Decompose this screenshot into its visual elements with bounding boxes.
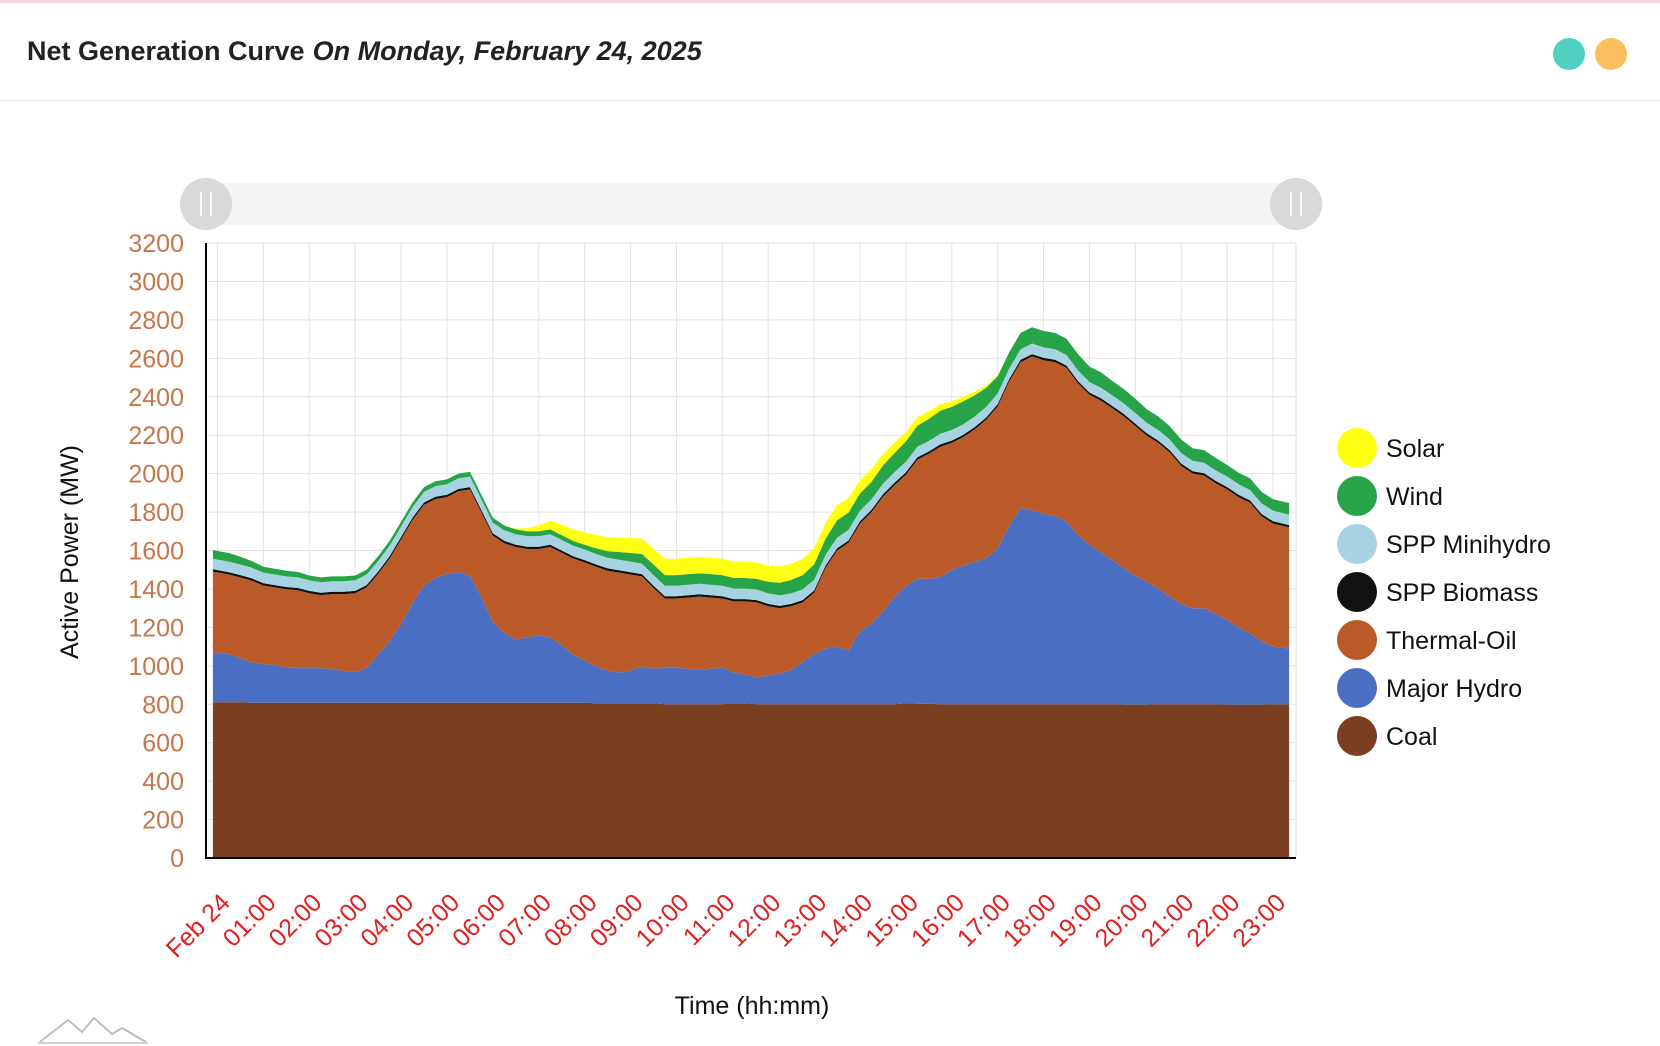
legend-item-solar[interactable]: Solar <box>1337 428 1444 468</box>
y-tick-label: 3000 <box>128 268 184 296</box>
area-coal <box>212 702 1290 858</box>
y-tick-label: 600 <box>142 730 184 758</box>
stacked-areas <box>212 327 1290 858</box>
legend-item-spp-minihydro[interactable]: SPP Minihydro <box>1337 524 1551 564</box>
x-axis-ticks: Feb 2401:0002:0003:0004:0005:0006:0007:0… <box>161 888 1291 963</box>
legend-label: SPP Minihydro <box>1386 531 1551 559</box>
y-tick-label: 200 <box>142 807 184 835</box>
x-tick-label: 13:00 <box>768 888 832 952</box>
legend-swatch <box>1337 716 1377 756</box>
y-tick-label: 2000 <box>128 461 184 489</box>
legend-swatch <box>1337 668 1377 708</box>
x-tick-label: 21:00 <box>1135 888 1199 952</box>
legend-label: Wind <box>1386 483 1443 511</box>
legend-swatch <box>1337 476 1377 516</box>
legend-swatch <box>1337 524 1377 564</box>
chart-legend: Solar Wind SPP Minihydro SPP Biomass Thermal… <box>1337 428 1551 756</box>
chart-title: Net Generation Curve On Monday, February … <box>27 36 702 67</box>
window-dot-orange[interactable] <box>1595 38 1627 70</box>
range-slider-track[interactable] <box>180 183 1323 225</box>
legend-swatch <box>1337 428 1377 468</box>
legend-item-wind[interactable]: Wind <box>1337 476 1443 516</box>
mountain-logo-icon <box>38 1016 148 1044</box>
window-dot-teal[interactable] <box>1553 38 1585 70</box>
y-tick-label: 1800 <box>128 499 184 527</box>
x-tick-label: 23:00 <box>1227 888 1291 952</box>
chart-axes <box>205 243 1296 859</box>
x-tick-label: 08:00 <box>539 888 603 952</box>
x-tick-label: 04:00 <box>355 888 419 952</box>
range-slider[interactable] <box>180 178 1323 230</box>
y-tick-label: 2800 <box>128 307 184 335</box>
x-tick-label: 19:00 <box>1044 888 1108 952</box>
legend-swatch <box>1337 572 1377 612</box>
legend-label: Solar <box>1386 435 1444 463</box>
y-tick-label: 2600 <box>128 345 184 373</box>
x-tick-label: 12:00 <box>722 888 786 952</box>
x-tick-label: 17:00 <box>952 888 1016 952</box>
y-tick-label: 1400 <box>128 576 184 604</box>
x-tick-label: 02:00 <box>263 888 327 952</box>
chart-header: Net Generation Curve On Monday, February … <box>0 3 1660 101</box>
title-main: Net Generation Curve <box>27 36 305 66</box>
x-tick-label: 05:00 <box>401 888 465 952</box>
y-tick-label: 2200 <box>128 422 184 450</box>
x-tick-label: 09:00 <box>585 888 649 952</box>
y-tick-label: 0 <box>170 845 184 873</box>
top-accent-bar <box>0 0 1660 3</box>
range-slider-left-handle[interactable] <box>180 178 232 230</box>
x-tick-label: 18:00 <box>998 888 1062 952</box>
x-tick-label: 14:00 <box>814 888 878 952</box>
legend-label: Thermal-Oil <box>1386 627 1517 655</box>
legend-label: SPP Biomass <box>1386 579 1538 607</box>
legend-label: Major Hydro <box>1386 675 1522 703</box>
range-slider-right-handle[interactable] <box>1270 178 1322 230</box>
x-tick-label: 03:00 <box>309 888 373 952</box>
x-tick-label: 10:00 <box>631 888 695 952</box>
y-tick-label: 1600 <box>128 538 184 566</box>
y-axis-ticks: 0 200 400 600 800 1000 1200 1400 1600 1800 2000 220… <box>128 230 184 873</box>
y-tick-label: 3200 <box>128 230 184 258</box>
y-tick-label: 2400 <box>128 384 184 412</box>
x-tick-label: 01:00 <box>218 888 282 952</box>
y-tick-label: 1200 <box>128 614 184 642</box>
y-tick-label: 1000 <box>128 653 184 681</box>
legend-item-coal[interactable]: Coal <box>1337 716 1437 756</box>
legend-item-spp-biomass[interactable]: SPP Biomass <box>1337 572 1538 612</box>
legend-item-thermal-oil[interactable]: Thermal-Oil <box>1337 620 1517 660</box>
area-thermal-oil <box>212 356 1290 678</box>
x-tick-label: 06:00 <box>447 888 511 952</box>
x-tick-label: 20:00 <box>1090 888 1154 952</box>
x-axis-label: Time (hh:mm) <box>675 992 830 1020</box>
x-tick-label: 22:00 <box>1181 888 1245 952</box>
y-tick-label: 800 <box>142 691 184 719</box>
x-tick-label: 15:00 <box>860 888 924 952</box>
x-tick-label: 16:00 <box>906 888 970 952</box>
area-major-hydro <box>212 508 1290 705</box>
y-tick-label: 400 <box>142 768 184 796</box>
title-date: On Monday, February 24, 2025 <box>312 36 702 66</box>
legend-swatch <box>1337 620 1377 660</box>
legend-item-major-hydro[interactable]: Major Hydro <box>1337 668 1522 708</box>
legend-label: Coal <box>1386 723 1437 751</box>
x-tick-label: 07:00 <box>493 888 557 952</box>
y-axis-label: Active Power (MW) <box>56 445 84 659</box>
